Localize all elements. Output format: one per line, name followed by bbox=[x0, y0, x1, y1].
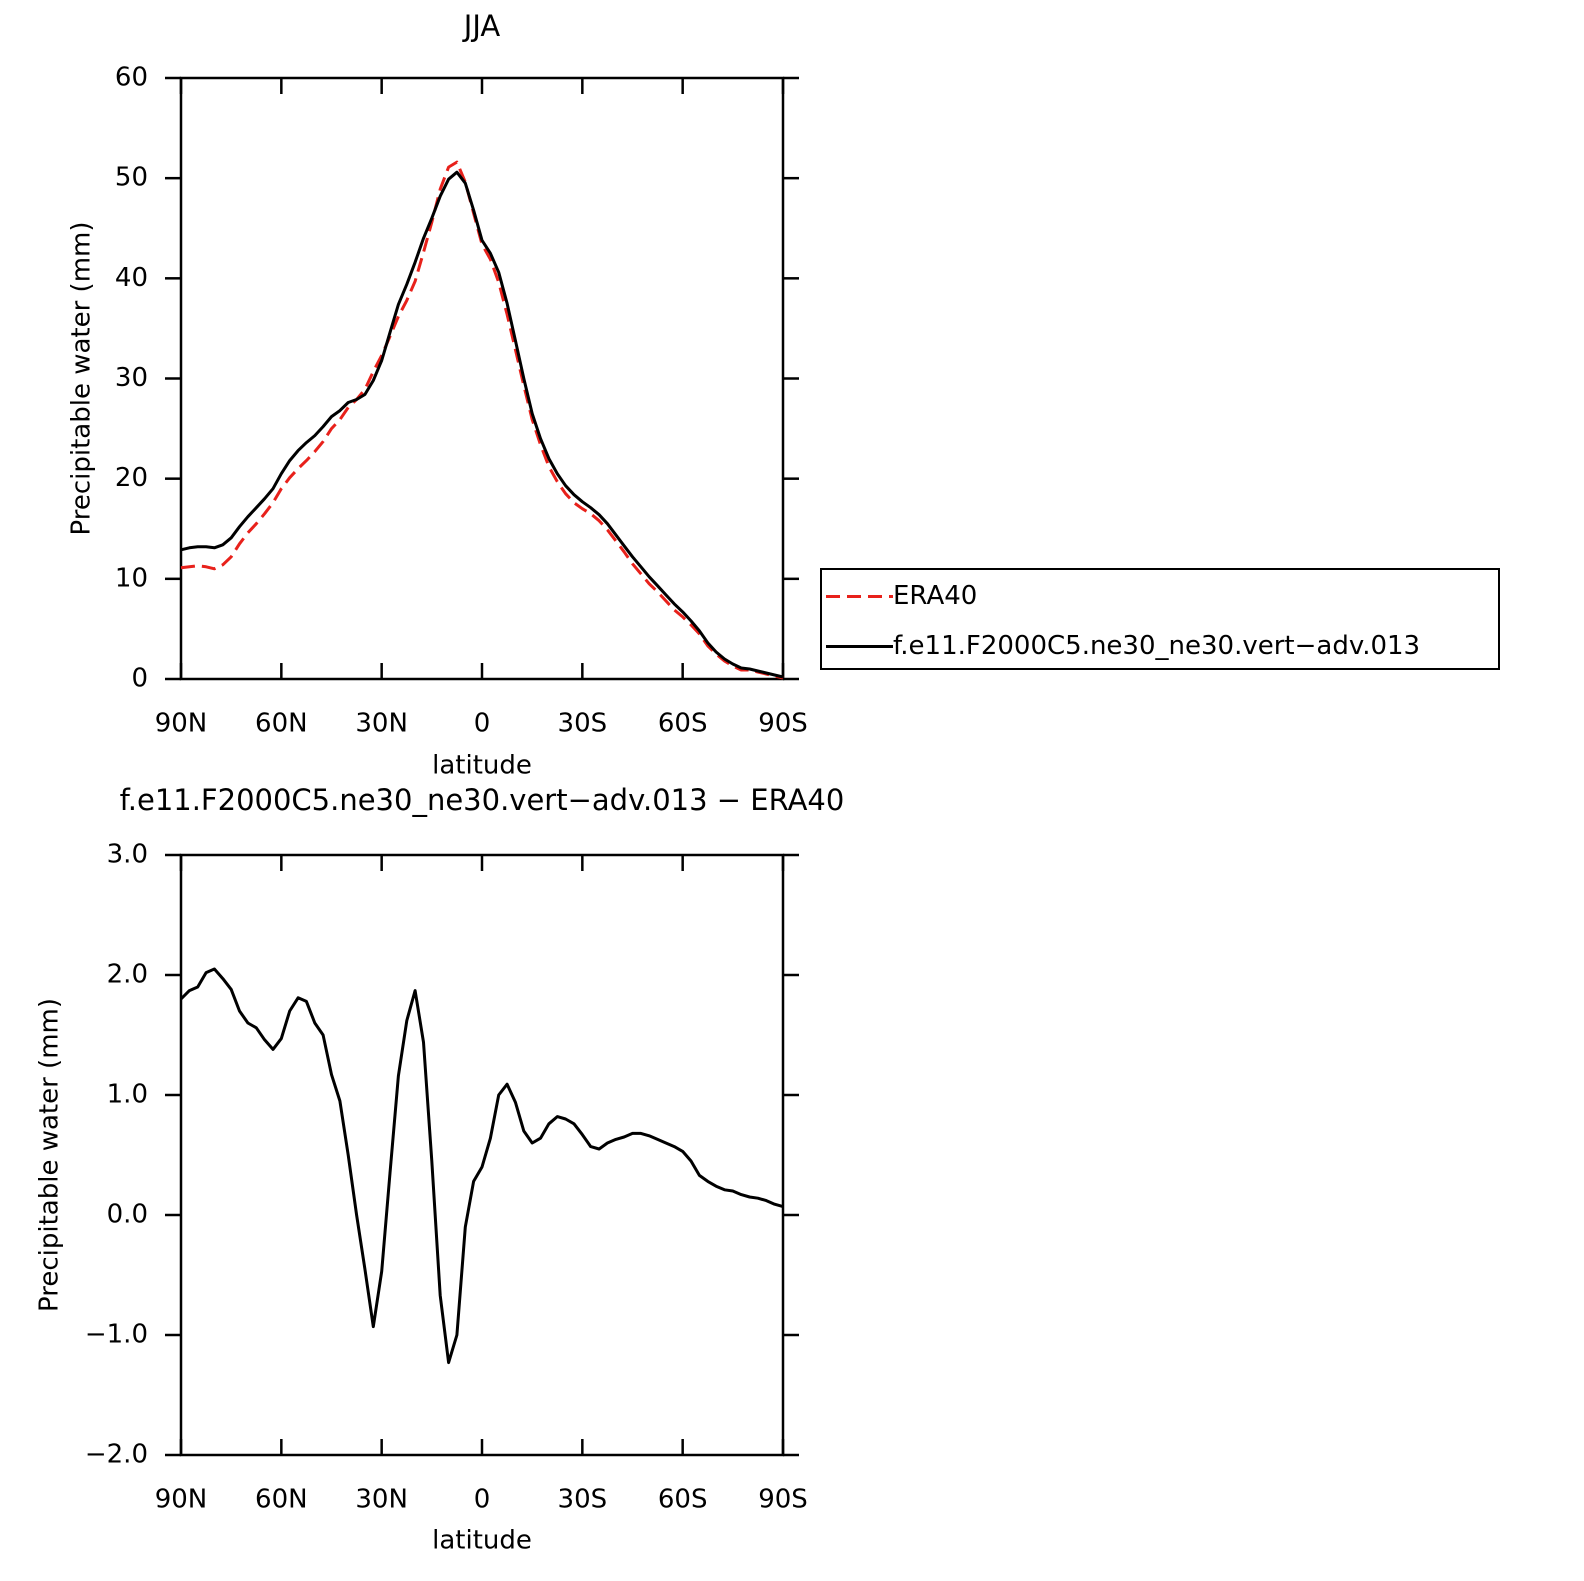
y-axis-label: Precipitable water (mm) bbox=[35, 998, 65, 1312]
data-line bbox=[180, 170, 784, 679]
y-tick-label: −1.0 bbox=[85, 1320, 148, 1350]
x-tick-label: 30N bbox=[355, 1485, 408, 1515]
chart-title: f.e11.F2000C5.ne30_ne30.vert−adv.013 − E… bbox=[120, 783, 845, 817]
legend-box bbox=[820, 568, 1500, 670]
legend-label: f.e11.F2000C5.ne30_ne30.vert−adv.013 bbox=[893, 631, 1420, 661]
y-tick-label: 0 bbox=[131, 664, 148, 694]
plot-frame bbox=[179, 853, 785, 1457]
y-tick-label: 2.0 bbox=[107, 960, 148, 990]
x-tick-label: 60S bbox=[658, 1485, 708, 1515]
y-tick-label: 1.0 bbox=[107, 1080, 148, 1110]
x-tick-label: 60N bbox=[255, 709, 308, 739]
x-axis-label: latitude bbox=[432, 751, 532, 781]
y-tick-label: 10 bbox=[115, 563, 148, 593]
x-tick-label: 60N bbox=[255, 1485, 308, 1515]
y-tick-label: 60 bbox=[115, 63, 148, 93]
y-tick-label: 40 bbox=[115, 263, 148, 293]
x-tick-label: 0 bbox=[474, 709, 491, 739]
x-tick-label: 30S bbox=[558, 709, 608, 739]
x-tick-label: 30S bbox=[558, 1485, 608, 1515]
chart-title: JJA bbox=[462, 9, 501, 43]
data-line bbox=[179, 967, 784, 1365]
y-tick-label: 50 bbox=[115, 163, 148, 193]
y-tick-label: 30 bbox=[115, 363, 148, 393]
y-tick-label: −2.0 bbox=[85, 1440, 148, 1470]
legend-label: ERA40 bbox=[893, 581, 977, 611]
data-line bbox=[180, 160, 784, 680]
x-tick-label: 60S bbox=[658, 709, 708, 739]
y-tick-label: 3.0 bbox=[107, 840, 148, 870]
x-tick-label: 90S bbox=[758, 709, 808, 739]
x-tick-label: 30N bbox=[355, 709, 408, 739]
x-tick-label: 90N bbox=[155, 1485, 208, 1515]
x-axis-label: latitude bbox=[432, 1526, 532, 1556]
x-tick-label: 90N bbox=[155, 709, 208, 739]
y-tick-label: 20 bbox=[115, 463, 148, 493]
x-tick-label: 0 bbox=[474, 1485, 491, 1515]
y-tick-label: 0.0 bbox=[107, 1200, 148, 1230]
plot-frame bbox=[179, 76, 785, 681]
y-axis-label: Precipitable water (mm) bbox=[67, 222, 97, 536]
x-tick-label: 90S bbox=[758, 1485, 808, 1515]
